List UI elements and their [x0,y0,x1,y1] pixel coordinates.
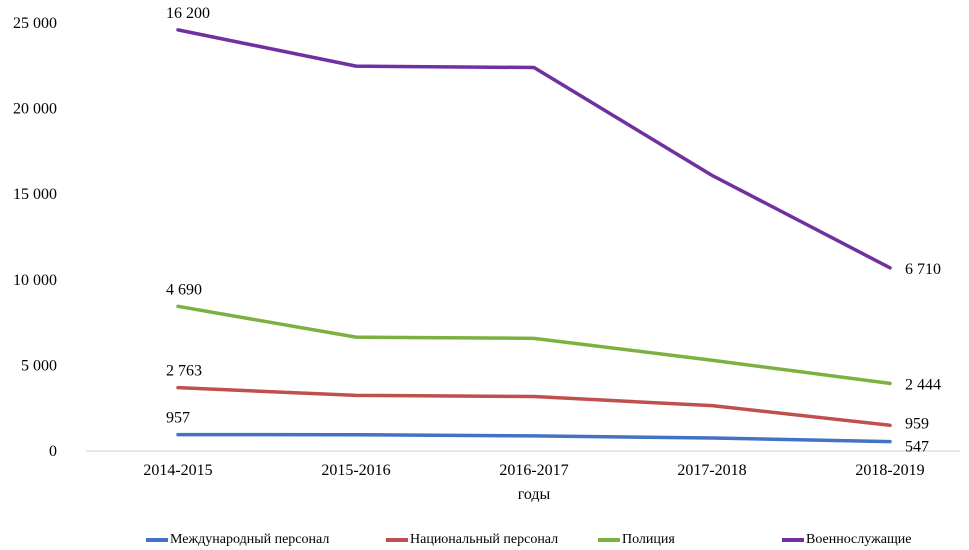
y-tick-label: 20 000 [13,101,57,118]
y-axis-ticks: 0 5 000 10 000 15 000 20 000 25 000 [13,15,57,460]
legend-swatch [386,538,408,542]
data-label: 4 690 [166,281,202,298]
y-tick-label: 5 000 [21,357,57,374]
y-tick-label: 15 000 [13,186,57,203]
legend-item-national[interactable]: Национальный персонал [386,532,558,548]
data-label: 957 [166,410,190,427]
data-label: 959 [905,415,929,432]
y-tick-label: 25 000 [13,15,57,32]
legend-item-international[interactable]: Международный персонал [146,532,329,548]
x-axis-ticks: 2014-2015 2015-2016 2016-2017 2017-2018 2018… [143,462,924,479]
y-tick-label: 10 000 [13,272,57,289]
data-labels: 957 547 2 763 959 4 690 2 444 16 200 6 710 [166,5,941,456]
x-tick-label: 2014-2015 [143,462,212,479]
x-tick-label: 2016-2017 [499,462,568,479]
data-label: 547 [905,439,929,456]
legend-label: Полиция [622,532,675,547]
legend-item-military[interactable]: Военнослужащие [782,532,911,548]
legend-label: Национальный персонал [410,532,559,547]
data-label: 16 200 [166,5,210,22]
legend-label: Военнослужащие [806,532,912,547]
line-chart: 0 5 000 10 000 15 000 20 000 25 000 2014-2015… [13,5,960,503]
legend-item-police[interactable]: Полиция [598,532,675,548]
legend: Международный персонал Национальный перс… [0,532,969,550]
series-line [176,28,892,270]
series-line [176,304,892,386]
series-line [176,385,892,428]
data-label: 2 444 [905,376,941,393]
legend-swatch [146,538,168,542]
legend-swatch [782,538,804,542]
series-lines [176,28,892,444]
y-tick-label: 0 [49,443,57,460]
series-line [176,432,892,444]
x-tick-label: 2015-2016 [321,462,390,479]
data-label: 6 710 [905,261,941,278]
x-tick-label: 2017-2018 [677,462,746,479]
data-label: 2 763 [166,363,202,380]
legend-swatch [598,538,620,542]
x-tick-label: 2018-2019 [855,462,924,479]
x-axis-title: годы [518,486,551,503]
legend-label: Международный персонал [170,532,330,547]
